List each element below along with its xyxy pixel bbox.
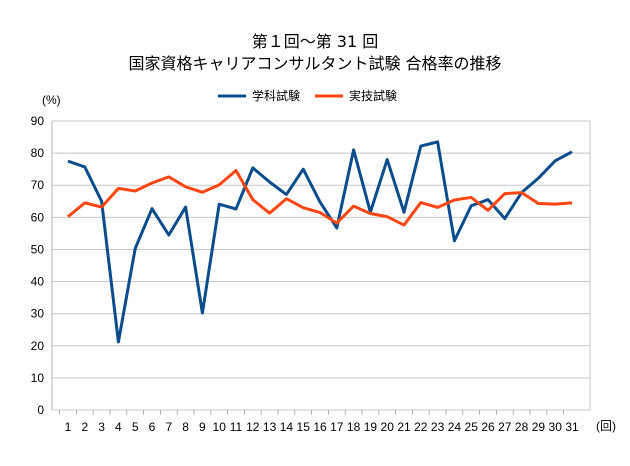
x-tick-label: 1 [65, 420, 72, 434]
x-tick-label: 27 [498, 420, 512, 434]
x-tick-label: 8 [182, 420, 189, 434]
y-tick-label: 10 [31, 371, 45, 385]
x-tick-label: 31 [565, 420, 579, 434]
y-tick-label: 90 [31, 114, 45, 128]
x-tick-label: 7 [165, 420, 172, 434]
y-tick-label: 40 [31, 275, 45, 289]
x-axis-label: (回) [596, 419, 616, 433]
x-tick-label: 9 [199, 420, 206, 434]
x-tick-label: 13 [263, 420, 277, 434]
x-tick-label: 12 [246, 420, 260, 434]
x-tick-label: 28 [515, 420, 529, 434]
x-tick-label: 26 [481, 420, 495, 434]
x-tick-label: 25 [465, 420, 479, 434]
series-line-1 [67, 140, 573, 344]
y-tick-label: 80 [31, 146, 45, 160]
y-tick-label: 50 [31, 242, 45, 256]
x-tick-label: 16 [313, 420, 327, 434]
chart-title: 第１回〜第 31 回 [251, 32, 379, 51]
chart-subtitle: 国家資格キャリアコンサルタント試験 合格率の推移 [128, 54, 502, 73]
legend-label: 学科試験 [252, 88, 300, 103]
x-tick-label: 20 [381, 420, 395, 434]
x-tick-label: 21 [397, 420, 411, 434]
y-tick-label: 70 [31, 178, 45, 192]
y-tick-label: 30 [31, 307, 45, 321]
x-tick-label: 4 [115, 420, 122, 434]
x-tick-label: 29 [532, 420, 546, 434]
x-tick-label: 19 [364, 420, 378, 434]
x-tick-label: 11 [230, 420, 243, 434]
x-tick-label: 24 [448, 420, 462, 434]
y-axis-label: (%) [42, 93, 61, 107]
x-tick-label: 23 [431, 420, 445, 434]
y-tick-label: 20 [31, 339, 45, 353]
x-tick-label: 30 [549, 420, 563, 434]
legend-label: 実技試験 [349, 88, 397, 103]
y-tick-label: 0 [37, 403, 44, 417]
x-tick-label: 18 [347, 420, 361, 434]
y-tick-label: 60 [31, 210, 45, 224]
x-tick-label: 22 [414, 420, 428, 434]
x-tick-label: 6 [149, 420, 156, 434]
x-tick-label: 14 [280, 420, 294, 434]
x-tick-label: 5 [132, 420, 139, 434]
x-tick-label: 2 [81, 420, 88, 434]
x-tick-label: 17 [330, 420, 344, 434]
x-tick-label: 3 [98, 420, 105, 434]
x-tick-label: 15 [297, 420, 311, 434]
x-tick-label: 10 [213, 420, 227, 434]
